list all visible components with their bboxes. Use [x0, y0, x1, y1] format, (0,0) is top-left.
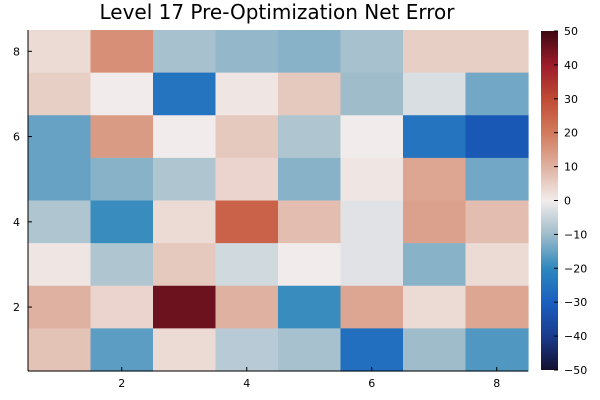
y-axis: 2 4 6 8	[13, 45, 32, 314]
colorbar-tick-label: −10	[564, 228, 587, 241]
heatmap-cell	[465, 200, 529, 244]
heatmap-cell	[278, 115, 342, 159]
heatmap-cell	[278, 30, 342, 74]
heatmap-cell	[340, 285, 404, 329]
heatmap-cell	[28, 157, 92, 202]
plot-frame	[27, 30, 528, 372]
heatmap-cell	[403, 200, 467, 244]
heatmap-cell	[90, 157, 154, 202]
heatmap-cell	[278, 285, 342, 329]
heatmap-cell	[153, 72, 217, 116]
colorbar-tick-label: −20	[564, 262, 587, 275]
heatmap-cell	[340, 30, 404, 74]
heatmap-cell	[340, 157, 404, 202]
heatmap-cell	[465, 285, 529, 329]
heatmap-cell	[215, 115, 279, 159]
heatmap-cell	[340, 328, 404, 372]
heatmap-cell	[153, 30, 217, 74]
x-tick-label: 2	[118, 377, 125, 390]
heatmap-cell	[215, 285, 279, 329]
y-tick-label: 4	[13, 216, 20, 229]
heatmap-cell	[215, 30, 279, 74]
heatmap-cell	[465, 243, 529, 287]
heatmap-cell	[340, 115, 404, 159]
heatmap-cells	[28, 30, 529, 372]
colorbar-tick-label: −50	[564, 364, 587, 377]
heatmap-cell	[153, 243, 217, 287]
colorbar-tick-label: −40	[564, 330, 587, 343]
colorbar-tick-label: 50	[564, 25, 578, 38]
heatmap-cell	[403, 157, 467, 202]
colorbar-tick-label: 30	[564, 93, 578, 106]
heatmap-cell	[465, 115, 529, 159]
heatmap-cell	[465, 157, 529, 202]
heatmap-cell	[90, 200, 154, 244]
heatmap-cell	[28, 115, 92, 159]
colorbar-gradient	[541, 31, 558, 370]
heatmap-cell	[403, 72, 467, 116]
heatmap-cell	[278, 157, 342, 202]
heatmap-cell	[90, 115, 154, 159]
colorbar-tick-label: 0	[564, 195, 571, 208]
heatmap-cell	[90, 285, 154, 329]
colorbar-tick-label: −30	[564, 296, 587, 309]
heatmap-cell	[340, 243, 404, 287]
heatmap-cell	[340, 72, 404, 116]
x-tick-label: 4	[243, 377, 250, 390]
heatmap-cell	[403, 328, 467, 372]
heatmap-cell	[278, 200, 342, 244]
heatmap-cell	[153, 157, 217, 202]
chart-title: Level 17 Pre-Optimization Net Error	[99, 0, 455, 24]
heatmap-cell	[153, 200, 217, 244]
heatmap-cell	[340, 200, 404, 244]
y-tick-label: 8	[13, 45, 20, 58]
x-tick-label: 8	[493, 377, 500, 390]
x-tick-label: 6	[368, 377, 375, 390]
heatmap-cell	[465, 328, 529, 372]
heatmap-cell	[403, 243, 467, 287]
heatmap-cell	[90, 328, 154, 372]
heatmap-cell	[90, 243, 154, 287]
heatmap-cell	[28, 72, 92, 116]
colorbar-tick-label: 10	[564, 161, 578, 174]
heatmap-cell	[278, 72, 342, 116]
heatmap-cell	[90, 72, 154, 116]
heatmap-cell	[465, 30, 529, 74]
heatmap-cell	[28, 30, 92, 74]
heatmap-cell	[278, 243, 342, 287]
colorbar: 50 40 30 20 10 0 −10 −20 −30 −40 −50	[541, 25, 587, 377]
y-tick-label: 6	[13, 131, 20, 144]
heatmap-cell	[28, 243, 92, 287]
x-axis: 2 4 6 8	[118, 367, 500, 390]
y-tick-label: 2	[13, 301, 20, 314]
heatmap-cell	[28, 285, 92, 329]
heatmap-cell	[28, 328, 92, 372]
heatmap-cell	[215, 157, 279, 202]
heatmap-cell	[278, 328, 342, 372]
heatmap-cell	[215, 200, 279, 244]
heatmap-cell	[28, 200, 92, 244]
colorbar-tick-label: 40	[564, 59, 578, 72]
heatmap-cell	[465, 72, 529, 116]
heatmap-cell	[403, 30, 467, 74]
heatmap-cell	[215, 243, 279, 287]
heatmap-cell	[90, 30, 154, 74]
colorbar-tick-label: 20	[564, 127, 578, 140]
heatmap-cell	[403, 285, 467, 329]
heatmap-cell	[403, 115, 467, 159]
heatmap-cell	[215, 72, 279, 116]
heatmap-cell	[153, 115, 217, 159]
heatmap-cell	[153, 285, 217, 329]
heatmap-cell	[153, 328, 217, 372]
heatmap-cell	[215, 328, 279, 372]
